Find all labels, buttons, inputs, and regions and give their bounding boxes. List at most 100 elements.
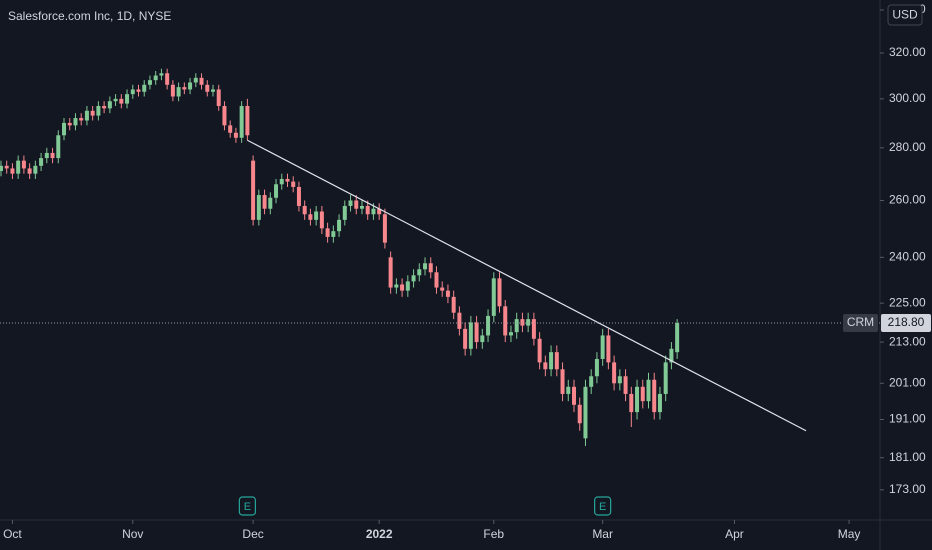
candle-body: [354, 200, 359, 209]
y-tick-label: 191.00: [889, 412, 926, 426]
x-tick-label: 2022: [366, 527, 393, 541]
y-tick-label: 280.00: [889, 140, 926, 154]
candle-body: [417, 269, 422, 276]
candle-body: [90, 110, 95, 116]
candle-body: [319, 211, 324, 229]
candle-body: [514, 319, 519, 333]
candle-body: [411, 275, 416, 282]
candle-body: [549, 352, 554, 370]
symbol-badge: [843, 314, 878, 333]
candle-body: [170, 84, 175, 97]
x-tick-label: Feb: [483, 527, 504, 541]
candle-body: [405, 281, 410, 291]
candle-body: [136, 89, 141, 92]
candle-body: [486, 315, 491, 336]
candle-body: [594, 358, 599, 377]
candle-body: [508, 332, 513, 336]
candle-body: [526, 319, 531, 326]
currency-badge: [887, 4, 923, 26]
price-label: 218.80: [888, 315, 925, 329]
candle-body: [314, 211, 319, 220]
y-tick-label: 260.00: [889, 193, 926, 207]
currency-label: USD: [892, 8, 918, 22]
candle-body: [102, 105, 107, 109]
x-tick-label: Nov: [122, 527, 143, 541]
candle-body: [531, 319, 536, 339]
candle-body: [188, 82, 193, 90]
y-tick-label: 225.00: [889, 295, 926, 309]
x-tick-label: Oct: [3, 527, 22, 541]
candle-body: [256, 195, 261, 220]
candle-body: [39, 158, 44, 166]
candle-body: [606, 335, 611, 363]
candle-body: [147, 80, 152, 85]
candle-body: [79, 118, 84, 121]
candle-body: [27, 168, 32, 174]
candle-body: [589, 376, 594, 387]
x-tick-label: May: [838, 527, 861, 541]
candle-body: [394, 284, 399, 288]
y-tick-label: 181.00: [889, 450, 926, 464]
candle-body: [182, 87, 187, 90]
candle-body: [543, 362, 548, 370]
candle-body: [44, 152, 49, 159]
symbol-label: CRM: [847, 315, 874, 329]
candle-body: [291, 181, 296, 187]
candle-body: [463, 328, 468, 349]
candle-body: [497, 278, 502, 307]
earnings-label: E: [599, 501, 606, 513]
candle-body: [216, 89, 221, 106]
candle-body: [16, 160, 21, 174]
candle-body: [377, 208, 382, 215]
candle-body: [251, 160, 256, 220]
candle-body: [233, 132, 238, 138]
candle-body: [107, 101, 112, 109]
candle-body: [388, 257, 393, 288]
candle-body: [268, 197, 273, 209]
candle-body: [503, 306, 508, 336]
candle-body: [67, 122, 72, 126]
candle-body: [583, 386, 588, 439]
candle-body: [96, 105, 101, 116]
candle-body: [480, 335, 485, 343]
candle-body: [33, 165, 38, 174]
candle-body: [285, 178, 290, 182]
y-tick-label: 173.00: [889, 482, 926, 496]
candle-body: [153, 75, 158, 81]
candle-body: [491, 278, 496, 316]
candle-body: [331, 231, 336, 237]
candle-body: [629, 393, 634, 413]
y-tick-label: 213.00: [889, 334, 926, 348]
candle-body: [445, 290, 450, 297]
candle-body: [657, 393, 662, 413]
candle-body: [663, 362, 668, 394]
candle-body: [640, 386, 645, 402]
price-badge: [881, 314, 931, 333]
candle-body: [554, 352, 559, 370]
candle-body: [669, 348, 674, 363]
candle-body: [119, 98, 124, 104]
candle-body: [4, 165, 9, 169]
candle-body: [165, 73, 170, 85]
candle-body: [577, 404, 582, 424]
y-tick-label: 201.00: [889, 375, 926, 389]
candle-body: [308, 214, 313, 220]
candle-body: [566, 386, 571, 394]
candle-body: [84, 110, 89, 121]
x-tick-label: Apr: [725, 527, 744, 541]
candle-body: [176, 87, 181, 97]
x-tick-label: Mar: [592, 527, 613, 541]
candle-body: [262, 195, 267, 209]
candle-body: [382, 214, 387, 243]
candle-body: [600, 335, 605, 359]
earnings-marker: [594, 496, 612, 516]
y-tick-label: 300.00: [889, 91, 926, 105]
candle-body: [359, 205, 364, 209]
candle-body: [274, 184, 279, 198]
candle-body: [228, 125, 233, 133]
candle-body: [279, 178, 284, 185]
candle-body: [537, 338, 542, 363]
candle-body: [239, 105, 244, 138]
candle-body: [457, 312, 462, 329]
